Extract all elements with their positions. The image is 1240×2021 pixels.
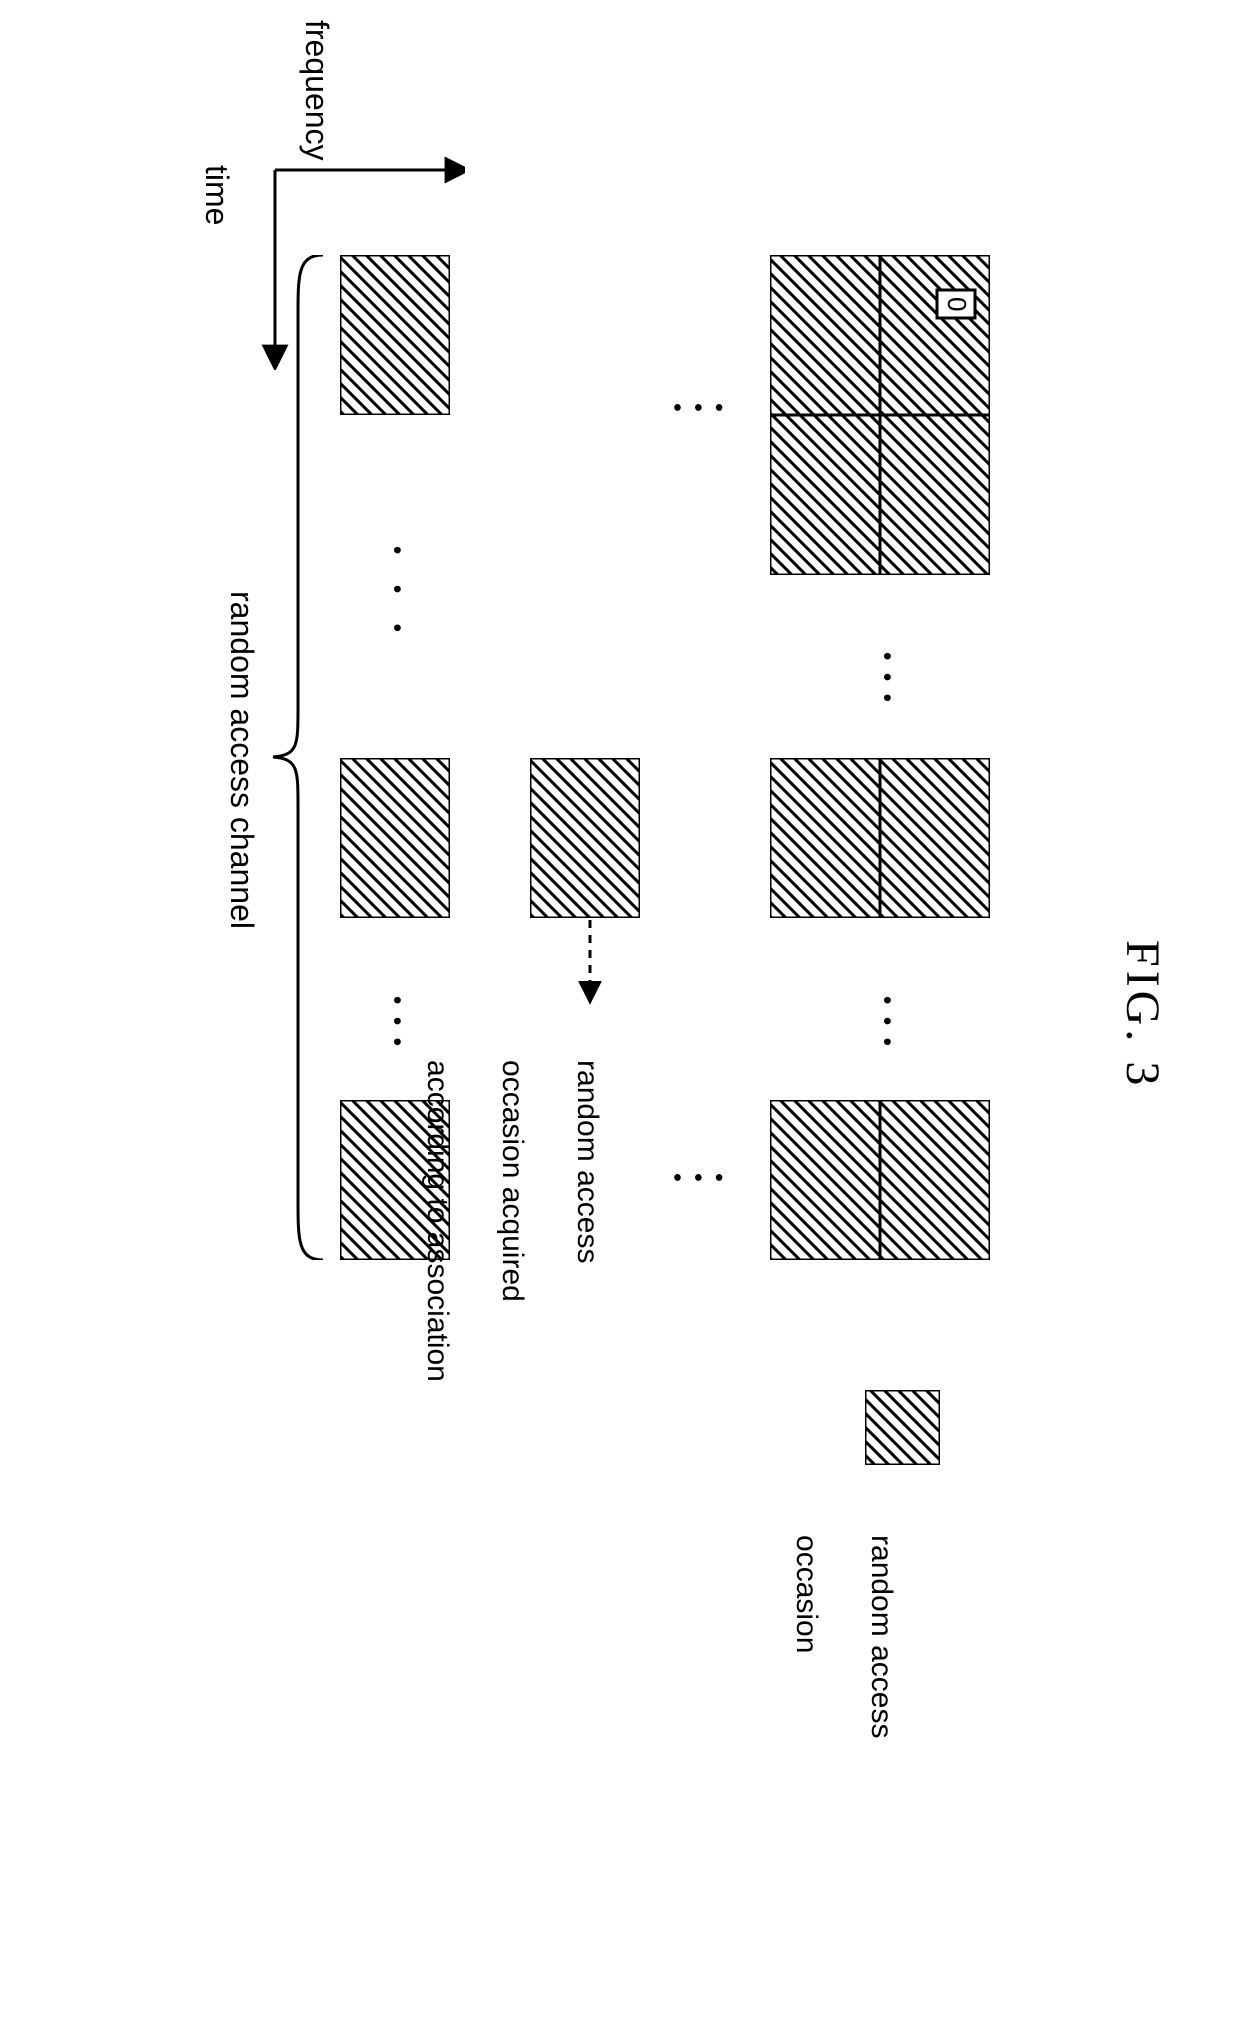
- top-gap-dots-2: • • •: [872, 962, 900, 1082]
- bottom-cell-3: [340, 1100, 450, 1260]
- figure-canvas: FIG. 3 0 • • •: [0, 0, 1240, 2021]
- top-gap-dots-1: • • •: [872, 618, 900, 738]
- annotation-line1: random access: [572, 1060, 605, 1263]
- annotation-line2: occasion acquired: [497, 1060, 530, 1302]
- axes: [235, 140, 465, 370]
- top-group-2: [770, 758, 990, 918]
- annotation-arrow: [570, 918, 610, 1008]
- legend-line1: random access: [866, 1535, 899, 1738]
- bottom-cell-2: [340, 758, 450, 918]
- acquired-occasion-box: [530, 758, 640, 918]
- vert-dots-1: • • •: [671, 400, 724, 420]
- axis-label-time: time: [198, 165, 235, 225]
- figure-logical: FIG. 3 0 • • •: [0, 0, 1240, 2021]
- top-group-1-marker-label: 0: [941, 297, 972, 311]
- legend-swatch: [865, 1390, 940, 1465]
- legend-line2: occasion: [791, 1535, 824, 1653]
- bottom-gap-dots-1: • • •: [382, 500, 410, 680]
- channel-brace: [268, 255, 328, 1260]
- top-group-1: 0: [770, 255, 990, 575]
- axis-label-frequency: frequency: [298, 20, 335, 161]
- top-group-3: [770, 1100, 990, 1260]
- figure-title: FIG. 3: [1115, 940, 1170, 1089]
- bottom-gap-dots-2: • • •: [382, 962, 410, 1082]
- vert-dots-3: • • •: [671, 1170, 724, 1190]
- channel-label: random access channel: [223, 590, 260, 930]
- legend-text: random access occasion: [751, 1485, 939, 1738]
